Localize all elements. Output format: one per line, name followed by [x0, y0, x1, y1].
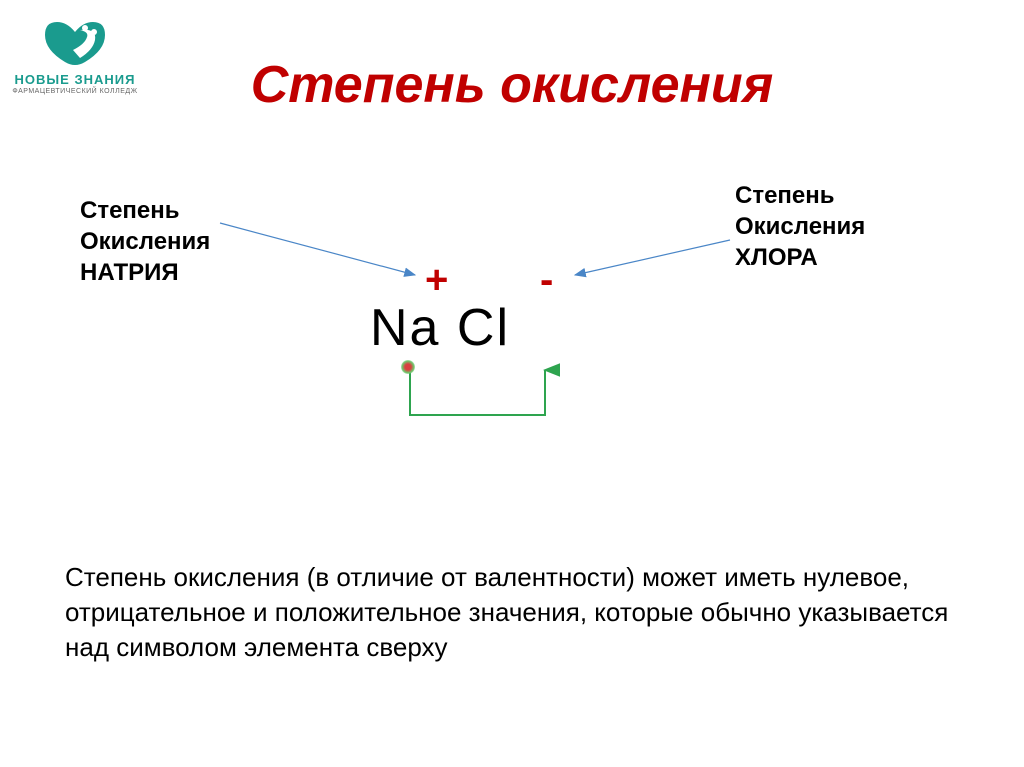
label-chlorine-line2: Окисления	[735, 211, 865, 242]
arrow-right-icon	[565, 235, 735, 285]
label-sodium-line2: Окисления	[80, 226, 210, 257]
body-paragraph: Степень окисления (в отличие от валентно…	[65, 560, 954, 665]
pointer-dot-icon	[401, 360, 415, 374]
electron-transfer-bracket-icon	[400, 360, 560, 430]
label-sodium-line1: Степень	[80, 195, 210, 226]
arrow-left-icon	[215, 215, 425, 285]
label-sodium: Степень Окисления НАТРИЯ	[80, 195, 210, 289]
plus-sign: +	[425, 258, 448, 303]
label-sodium-line3: НАТРИЯ	[80, 257, 210, 288]
label-chlorine-line3: ХЛОРА	[735, 242, 865, 273]
chemical-formula: Na Cl	[370, 298, 510, 358]
minus-sign: -	[540, 258, 553, 303]
label-chlorine: Степень Окисления ХЛОРА	[735, 180, 865, 274]
label-chlorine-line1: Степень	[735, 180, 865, 211]
page-title: Степень окисления	[0, 55, 1024, 115]
